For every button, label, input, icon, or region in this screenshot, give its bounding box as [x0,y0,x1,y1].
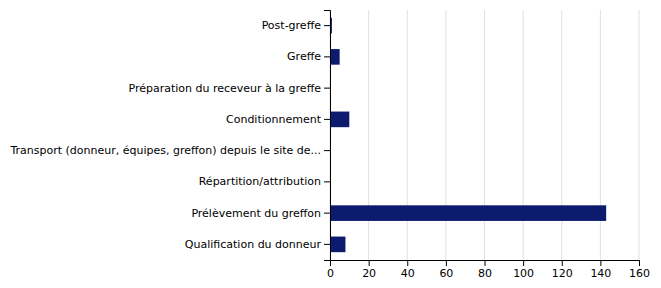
y-tick-mark [324,25,330,26]
y-tick: Conditionnement [226,113,330,126]
y-tick: Préparation du receveur à la greffe [128,82,330,95]
x-tick-mark [523,260,524,266]
x-tick-mark [446,260,447,266]
bar [330,237,345,253]
grid-line [600,10,601,260]
y-tick: Prélèvement du greffon [191,207,330,220]
y-tick-label: Prélèvement du greffon [191,207,321,220]
x-tick-mark [562,260,563,266]
grid-line [561,10,562,260]
y-tick-label: Post-greffe [262,19,322,32]
x-tick-mark [639,260,640,266]
x-tick-mark [600,260,601,266]
plot-area [330,10,639,260]
bar [330,49,340,65]
y-tick-mark [324,150,330,151]
x-tick-label: 140 [590,267,611,280]
grid-line [368,10,369,260]
x-axis: 0 20 40 60 80 100 120 140 160 [327,260,650,280]
bars [330,18,606,252]
y-tick-label: Qualification du donneur [185,238,322,251]
y-tick-mark [324,119,330,120]
y-tick-label: Préparation du receveur à la greffe [128,82,321,95]
x-tick: 100 [513,260,534,280]
x-tick: 160 [629,260,650,280]
x-tick: 60 [439,260,453,280]
y-tick: Répartition/attribution [199,175,330,188]
y-tick-label: Répartition/attribution [199,175,321,188]
bar [330,205,606,221]
y-tick-mark [324,88,330,89]
x-tick: 0 [327,260,334,280]
grid-line [445,10,446,260]
x-tick-label: 0 [327,267,334,280]
x-tick-label: 20 [362,267,376,280]
x-tick-label: 60 [439,267,453,280]
x-tick: 40 [401,260,415,280]
y-axis-line [324,11,331,261]
x-tick-label: 100 [513,267,534,280]
y-tick-mark [324,213,330,214]
x-axis-line [331,261,640,267]
x-tick-label: 40 [401,267,415,280]
chart: 0 20 40 60 80 100 120 140 160 Qualification du do… [0,0,661,288]
y-tick-mark [324,56,330,57]
grid-line [484,10,485,260]
x-tick-mark [369,260,370,266]
x-tick-label: 80 [478,267,492,280]
bar [330,112,349,128]
y-tick-label: Transport (donneur, équipes, greffon) de… [9,144,321,157]
x-tick: 80 [478,260,492,280]
y-tick: Qualification du donneur [185,238,330,251]
grid [330,10,639,260]
y-tick: Greffe [287,50,330,63]
y-axis: Qualification du donneur Prélèvement du g… [9,11,330,261]
x-tick: 140 [590,260,611,280]
x-tick: 20 [362,260,376,280]
y-tick-label: Conditionnement [226,113,322,126]
x-tick: 120 [552,260,573,280]
x-tick-label: 160 [629,267,650,280]
grid-line [407,10,408,260]
y-tick-label: Greffe [287,50,321,63]
x-tick-label: 120 [552,267,573,280]
x-tick-mark [407,260,408,266]
grid-line [639,10,640,260]
y-tick-mark [324,244,330,245]
y-tick-mark [324,181,330,182]
y-tick: Post-greffe [262,19,330,32]
grid-line [523,10,524,260]
y-tick: Transport (donneur, équipes, greffon) de… [9,144,330,157]
x-tick-mark [485,260,486,266]
